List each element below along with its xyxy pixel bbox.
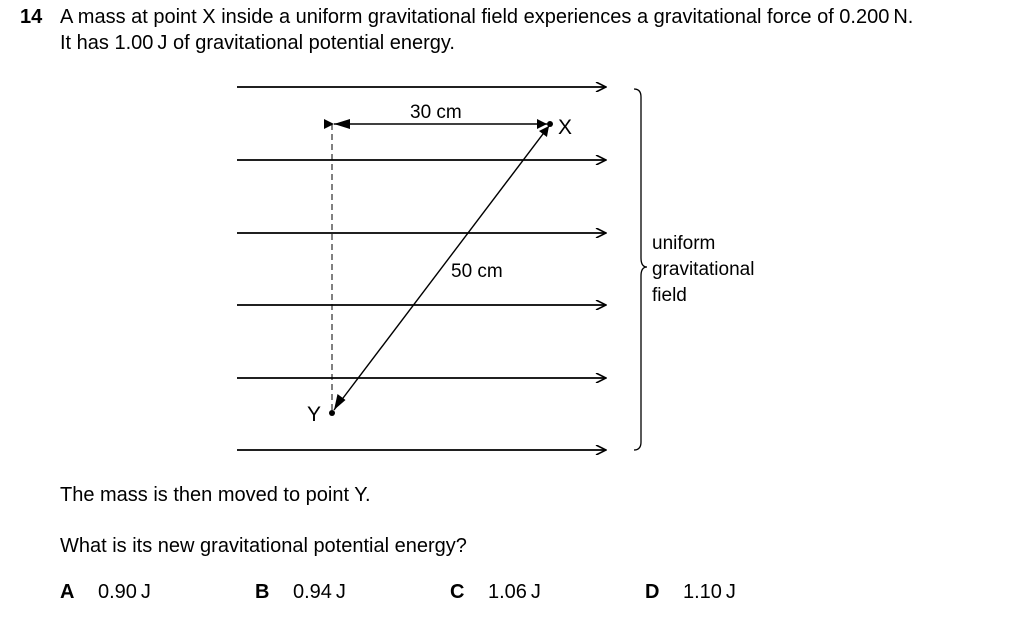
option-letter: B [255,581,270,603]
option-value: 0.94 J [293,581,346,603]
option-b[interactable]: B 0.94 J [255,581,346,604]
question-line-1: A mass at point X inside a uniform gravi… [60,6,914,28]
follow-up-statement: The mass is then moved to point Y. [60,484,371,506]
option-letter: A [60,581,75,603]
curly-brace [633,88,648,451]
field-label-line-1: uniform [652,233,715,254]
field-label-line-2: gravitational [652,259,754,280]
option-value: 1.10 J [683,581,736,603]
option-value: 0.90 J [98,581,151,603]
label-point-x: X [558,116,572,139]
option-a[interactable]: A 0.90 J [60,581,151,604]
field-label-line-3: field [652,285,687,306]
option-d[interactable]: D 1.10 J [645,581,736,604]
follow-up-prompt: What is its new gravitational potential … [60,535,467,557]
option-value: 1.06 J [488,581,541,603]
label-30cm: 30 cm [410,102,462,123]
option-letter: D [645,581,660,603]
option-letter: C [450,581,465,603]
point-x-dot [547,121,553,127]
option-c[interactable]: C 1.06 J [450,581,541,604]
label-point-y: Y [307,403,321,426]
question-number: 14 [20,6,43,28]
diagonal-distance-arrow [333,125,550,411]
question-line-2: It has 1.00 J of gravitational potential… [60,32,455,54]
diagonal-arrow-bottom-head [334,394,346,410]
label-50cm: 50 cm [451,261,503,282]
horizontal-arrow-left-head [334,119,350,129]
point-y-dot [329,410,335,416]
